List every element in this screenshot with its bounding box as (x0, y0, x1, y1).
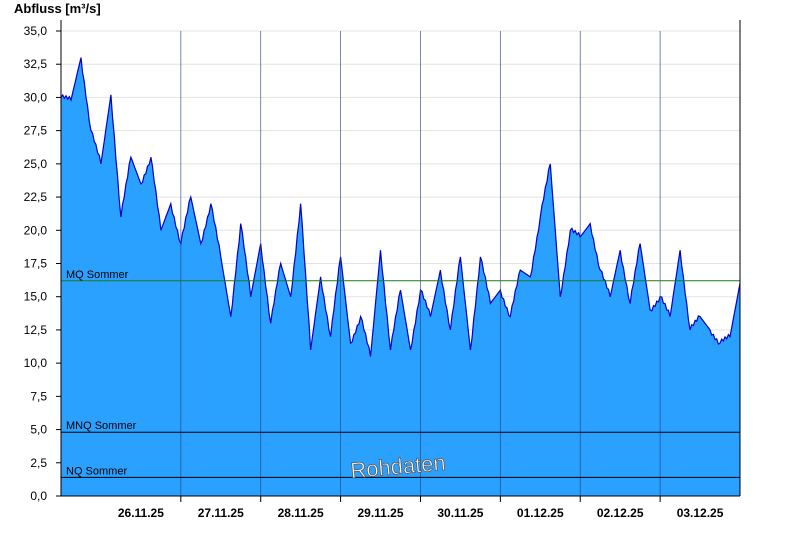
y-tick-label: 25,0 (24, 157, 48, 171)
reference-lines: MQ Sommer MNQ Sommer NQ Sommer (61, 269, 740, 478)
y-tick-label: 15,0 (24, 290, 48, 304)
reference-line-label: MQ Sommer (66, 269, 129, 281)
x-tick-labels: 26.11.25 27.11.25 28.11.25 29.11.25 30.11.25… (118, 506, 724, 520)
discharge-area-fill (61, 57, 740, 496)
y-tick-label: 5,0 (30, 423, 47, 437)
y-axis-title: Abfluss [m³/s] (14, 1, 101, 16)
y-tick-label: 2,5 (30, 456, 47, 470)
y-tick-label: 30,0 (24, 90, 48, 104)
y-tick-label: 20,0 (24, 223, 48, 237)
x-tick-label: 28.11.25 (278, 506, 324, 520)
y-tick-label: 27,5 (24, 124, 48, 138)
data-area (60, 57, 741, 496)
reference-line-label: MNQ Sommer (66, 420, 137, 432)
y-tick-label: 0,0 (30, 489, 47, 503)
y-tick-labels: 0,0 2,5 5,0 7,5 10,0 12,5 15,0 17,5 20,0 22,5 25,0… (24, 24, 48, 503)
x-tick-label: 29.11.25 (357, 506, 403, 520)
x-tick-label: 26.11.25 (118, 506, 164, 520)
x-tick-label: 30.11.25 (437, 506, 483, 520)
day-separators (180, 31, 661, 496)
x-tick-label: 01.12.25 (517, 506, 564, 520)
y-tick-label: 32,5 (24, 57, 48, 71)
x-tick-label: 02.12.25 (597, 506, 644, 520)
x-tick-label: 27.11.25 (198, 506, 244, 520)
y-tick-label: 7,5 (30, 389, 47, 403)
y-tick-label: 10,0 (24, 356, 48, 370)
y-tick-label: 35,0 (24, 24, 48, 38)
axes (56, 20, 741, 502)
y-tick-label: 12,5 (24, 323, 48, 337)
discharge-series-line (60, 57, 741, 357)
y-tick-label: 22,5 (24, 190, 48, 204)
x-tick-label: 03.12.25 (677, 506, 724, 520)
reference-line-label: NQ Sommer (66, 465, 127, 477)
y-tick-label: 17,5 (24, 257, 48, 271)
